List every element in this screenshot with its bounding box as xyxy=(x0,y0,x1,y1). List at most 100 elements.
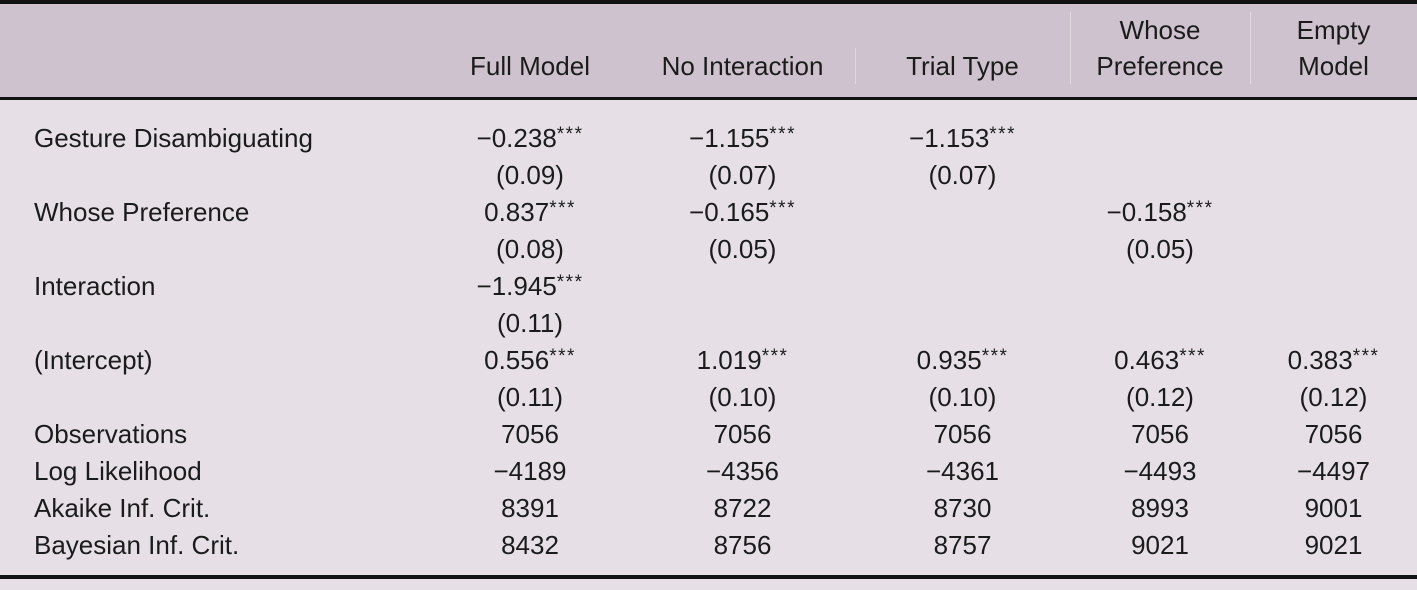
column-header-line: Full Model xyxy=(470,51,590,81)
estimate-cell xyxy=(630,268,855,305)
row-label-spacer xyxy=(0,379,430,416)
row-label-spacer xyxy=(0,231,430,268)
coefficient-row-estimates: Interaction −1.945*** xyxy=(0,268,1417,305)
stat-value: 8756 xyxy=(713,530,772,560)
estimate-value: 0.837 xyxy=(484,197,550,227)
standard-error-cell: (0.05) xyxy=(1126,234,1194,264)
column-header-line: Empty xyxy=(1296,15,1371,45)
table-top-rule xyxy=(0,0,1417,4)
stat-value: 9021 xyxy=(1131,530,1189,560)
significance-stars: *** xyxy=(549,346,576,367)
estimate-cell: −0.165*** xyxy=(630,194,855,231)
row-label: Log Likelihood xyxy=(34,456,202,486)
coefficient-row-estimates: Gesture Disambiguating −0.238*** −1.155***… xyxy=(0,120,1417,157)
estimate-cell xyxy=(1070,120,1250,157)
row-label: Akaike Inf. Crit. xyxy=(34,493,211,523)
estimate-value: −1.945 xyxy=(476,271,557,301)
standard-error-cell: (0.10) xyxy=(928,382,997,412)
standard-error-cell xyxy=(855,231,1070,268)
table-bottom-rule xyxy=(0,575,1417,579)
estimate-cell: 0.556*** xyxy=(430,342,630,379)
stat-value: 8391 xyxy=(501,493,559,523)
stat-value: −4356 xyxy=(705,456,780,486)
column-header: Empty Model xyxy=(1250,12,1417,84)
column-header: Trial Type xyxy=(855,48,1070,84)
column-header: Whose Preference xyxy=(1070,12,1250,84)
stat-value: 8432 xyxy=(501,530,559,560)
coefficient-row-estimates: Whose Preference 0.837*** −0.165*** −0.158*… xyxy=(0,194,1417,231)
estimate-cell xyxy=(1250,268,1417,305)
column-header-line: Whose xyxy=(1119,15,1201,45)
stat-value: 8730 xyxy=(933,493,992,523)
estimate-cell: −0.158*** xyxy=(1070,194,1250,231)
significance-stars: *** xyxy=(989,124,1016,145)
significance-stars: *** xyxy=(981,346,1009,367)
column-header-line: Model xyxy=(1298,51,1369,81)
estimate-value: −1.155 xyxy=(689,123,770,153)
coefficient-row-errors: (0.11) (0.10) (0.10) (0.12) (0.12) xyxy=(0,379,1417,416)
estimate-cell: −1.155*** xyxy=(630,120,855,157)
stat-value: 7056 xyxy=(933,419,992,449)
row-label: (Intercept) xyxy=(34,345,153,375)
estimate-cell xyxy=(855,268,1070,305)
standard-error-cell: (0.10) xyxy=(708,382,777,412)
stat-value: 7056 xyxy=(1304,419,1363,449)
estimate-value: 0.463 xyxy=(1114,345,1180,375)
estimate-value: 0.383 xyxy=(1287,345,1353,375)
estimate-value: −0.158 xyxy=(1106,197,1187,227)
row-label: Interaction xyxy=(34,271,156,301)
stat-value: 7056 xyxy=(1131,419,1189,449)
significance-stars: *** xyxy=(556,272,584,293)
estimate-cell xyxy=(1250,194,1417,231)
standard-error-cell xyxy=(1250,157,1417,194)
estimate-cell: −0.238*** xyxy=(430,120,630,157)
standard-error-cell: (0.09) xyxy=(496,160,564,190)
significance-stars: *** xyxy=(549,198,576,219)
estimate-cell xyxy=(1070,268,1250,305)
stat-row: Observations 7056 7056 7056 7056 7056 xyxy=(0,416,1417,453)
row-label: Observations xyxy=(34,419,188,449)
significance-stars: *** xyxy=(1352,346,1380,367)
estimate-cell xyxy=(1250,120,1417,157)
significance-stars: *** xyxy=(556,124,584,145)
standard-error-cell xyxy=(1250,231,1417,268)
column-header-line: Trial Type xyxy=(906,51,1019,81)
row-label: Gesture Disambiguating xyxy=(34,123,313,153)
stat-value: 7056 xyxy=(501,419,559,449)
estimate-cell xyxy=(855,194,1070,231)
estimate-value: 0.556 xyxy=(484,345,550,375)
standard-error-cell xyxy=(1250,305,1417,342)
standard-error-cell xyxy=(630,305,855,342)
significance-stars: *** xyxy=(769,198,796,219)
significance-stars: *** xyxy=(1186,198,1214,219)
stat-value: −4497 xyxy=(1296,456,1371,486)
coefficient-row-errors: (0.08) (0.05) (0.05) xyxy=(0,231,1417,268)
column-header-line: No Interaction xyxy=(661,51,824,81)
standard-error-cell: (0.11) xyxy=(497,308,563,338)
standard-error-cell xyxy=(855,305,1070,342)
estimate-value: 0.935 xyxy=(916,345,982,375)
standard-error-cell: (0.11) xyxy=(497,382,563,412)
estimate-cell: −1.945*** xyxy=(430,268,630,305)
estimate-cell: 0.837*** xyxy=(430,194,630,231)
standard-error-cell xyxy=(1070,157,1250,194)
standard-error-cell: (0.07) xyxy=(708,160,777,190)
estimate-value: −0.165 xyxy=(689,197,770,227)
standard-error-cell: (0.07) xyxy=(928,160,997,190)
column-header: No Interaction xyxy=(630,48,855,84)
standard-error-cell: (0.12) xyxy=(1126,382,1194,412)
stat-value: 9021 xyxy=(1304,530,1363,560)
table-header-row: Full Model No Interaction Trial Type Whose P… xyxy=(0,4,1417,100)
estimate-value: −0.238 xyxy=(476,123,557,153)
row-label-spacer xyxy=(0,157,430,194)
stat-value: 8722 xyxy=(713,493,772,523)
estimate-cell: 0.463*** xyxy=(1070,342,1250,379)
stat-value: 9001 xyxy=(1304,493,1363,523)
significance-stars: *** xyxy=(1179,346,1206,367)
standard-error-cell: (0.08) xyxy=(496,234,564,264)
coefficient-row-estimates: (Intercept) 0.556*** 1.019*** 0.935*** 0.463… xyxy=(0,342,1417,379)
coefficient-row-errors: (0.11) xyxy=(0,305,1417,342)
stat-value: −4189 xyxy=(493,456,567,486)
column-header-line: Preference xyxy=(1096,51,1224,81)
